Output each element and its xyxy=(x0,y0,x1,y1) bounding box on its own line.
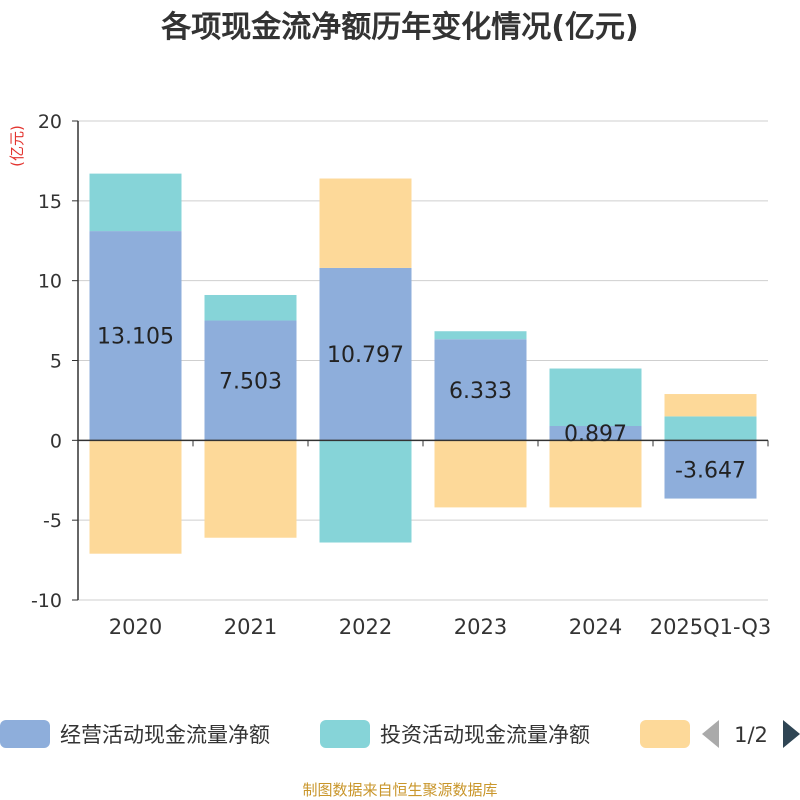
bar-2024-series-3 xyxy=(549,440,642,508)
legend[interactable]: 经营活动现金流量净额 投资活动现金流量净额 1/2 xyxy=(0,720,800,748)
x-tick-label: 2023 xyxy=(454,615,507,639)
bar-2025Q1-Q3-series-1 xyxy=(664,440,757,499)
bars xyxy=(89,173,757,554)
data-label: 13.105 xyxy=(97,325,174,350)
data-label: 0.897 xyxy=(564,422,627,447)
y-tick-label: 15 xyxy=(38,191,62,213)
y-tick-label: 5 xyxy=(50,351,62,373)
legend-page-indicator: 1/2 xyxy=(734,723,768,747)
bar-2021-series-3 xyxy=(204,440,297,538)
legend-label-1: 经营活动现金流量净额 xyxy=(60,723,270,747)
data-label: 10.797 xyxy=(327,343,404,368)
y-tick-label: 20 xyxy=(38,111,62,133)
bar-2023-series-2 xyxy=(434,331,527,340)
legend-next-page-icon[interactable] xyxy=(783,720,800,748)
bar-2021-series-2 xyxy=(204,294,297,321)
bar-2022-series-2 xyxy=(319,440,412,543)
x-tick-label: 2021 xyxy=(224,615,277,639)
x-tick-label: 2024 xyxy=(569,615,622,639)
data-label: 6.333 xyxy=(449,379,512,404)
chart-title: 各项现金流净额历年变化情况(亿元) xyxy=(160,10,638,45)
bar-2025Q1-Q3-series-3 xyxy=(664,394,757,417)
bar-2022-series-3 xyxy=(319,178,412,268)
bar-2024-series-1 xyxy=(549,426,642,441)
grid: 20 15 10 5 0 -5 -10 xyxy=(31,111,768,612)
data-label: -3.647 xyxy=(675,458,746,483)
x-tick-label: 2022 xyxy=(339,615,392,639)
legend-swatch-1 xyxy=(0,720,50,748)
data-labels: 13.105 7.503 10.797 6.333 0.897 -3.647 xyxy=(97,325,746,484)
source-note: 制图数据来自恒生聚源数据库 xyxy=(302,781,497,799)
y-tick-label: -5 xyxy=(43,510,62,532)
bar-2020-series-1 xyxy=(89,231,182,441)
bar-2025Q1-Q3-series-2 xyxy=(664,416,757,441)
y-axis-unit: (亿元) xyxy=(8,125,26,167)
x-tick-label: 2025Q1-Q3 xyxy=(650,615,772,639)
data-label: 7.503 xyxy=(219,369,282,394)
bar-2020-series-2 xyxy=(89,173,182,232)
bar-2020-series-3 xyxy=(89,440,182,554)
bar-2022-series-1 xyxy=(319,267,412,441)
y-tick-label: -10 xyxy=(31,590,62,612)
bar-2023-series-3 xyxy=(434,440,527,508)
legend-swatch-2 xyxy=(320,720,370,748)
bar-2023-series-1 xyxy=(434,339,527,441)
bar-2021-series-1 xyxy=(204,320,297,441)
axes: 2020 2021 2022 2023 2024 2025Q1-Q3 xyxy=(72,120,772,639)
legend-label-2: 投资活动现金流量净额 xyxy=(380,723,590,747)
y-tick-label: 0 xyxy=(50,430,62,452)
x-tick-label: 2020 xyxy=(109,615,162,639)
bar-2024-series-2 xyxy=(549,368,642,427)
y-tick-label: 10 xyxy=(38,271,62,293)
legend-swatch-3 xyxy=(640,720,690,748)
legend-prev-page-icon[interactable] xyxy=(702,720,719,748)
